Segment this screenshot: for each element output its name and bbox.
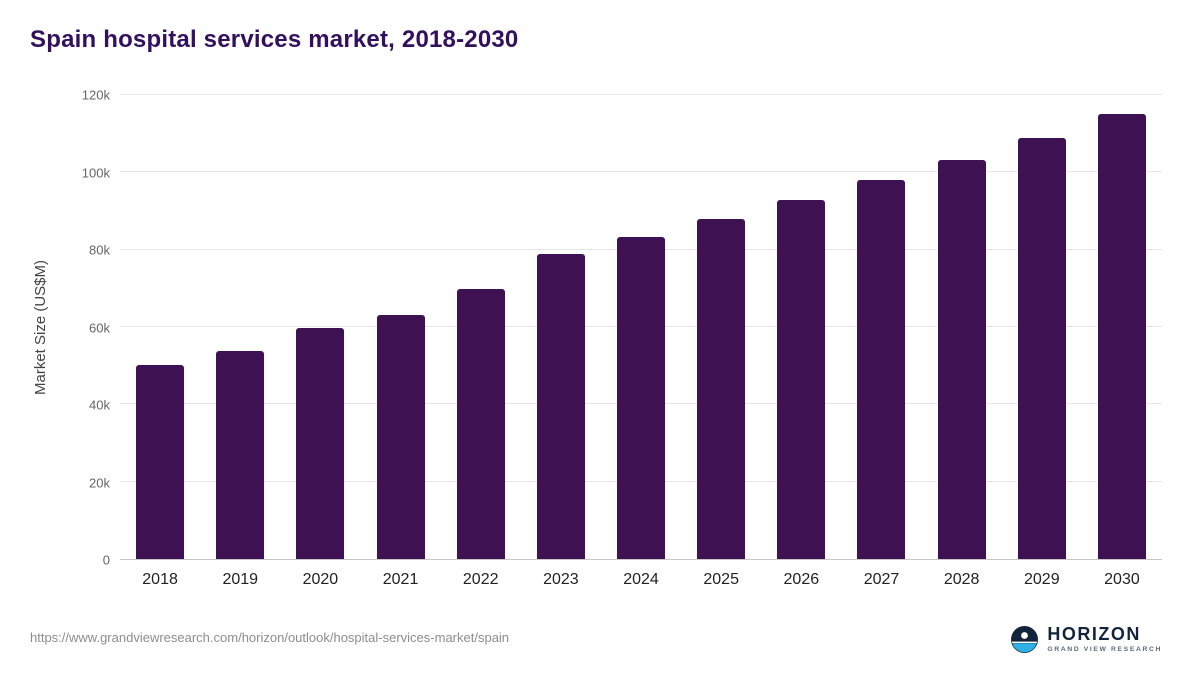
y-axis-title: Market Size (US$M) [30, 95, 52, 560]
gridline [120, 94, 1162, 95]
bars-container: 2018 2019 2020 2021 2022 2023 2024 2025 2026 2027… [120, 95, 1162, 588]
bar-slot: 2026 [761, 95, 841, 588]
x-tick-label: 2024 [623, 571, 659, 588]
y-axis-title-text: Market Size (US$M) [32, 259, 50, 396]
bar-2027[interactable] [857, 180, 906, 559]
bar-2025[interactable] [697, 218, 746, 559]
x-tick-label: 2023 [543, 571, 579, 588]
bar-slot: 2030 [1082, 95, 1162, 588]
source-url: https://www.grandviewresearch.com/horizo… [30, 630, 510, 645]
bar-2018[interactable] [136, 365, 185, 559]
bar-2029[interactable] [1017, 137, 1066, 559]
plot-area: 2018 2019 2020 2021 2022 2023 2024 2025 2026 2027… [120, 94, 1162, 588]
bar-2026[interactable] [777, 200, 826, 559]
bar-2022[interactable] [456, 289, 505, 559]
brand-title: HORIZON [1047, 624, 1141, 645]
y-tick-label: 80k [89, 242, 110, 258]
x-tick-label: 2027 [863, 571, 900, 588]
y-axis-labels: 0 20k 40k 60k 80k 100k 120k [52, 88, 110, 568]
y-tick-label: 40k [89, 397, 110, 413]
brand-logo: HORIZON GRAND VIEW RESEARCH [1011, 625, 1162, 653]
brand-subtitle: GRAND VIEW RESEARCH [1047, 646, 1162, 653]
bar-slot: 2024 [601, 95, 681, 588]
x-tick-label: 2021 [382, 571, 419, 588]
bar-slot: 2020 [280, 95, 360, 588]
y-tick-label: 0 [102, 552, 110, 568]
x-tick-label: 2029 [1024, 571, 1060, 588]
y-tick-label: 100k [81, 165, 110, 180]
y-tick-label: 60k [89, 320, 110, 335]
bar-slot: 2023 [521, 95, 601, 588]
bar-2030[interactable] [1097, 113, 1146, 559]
x-tick-label: 2020 [302, 571, 339, 588]
bar-2024[interactable] [617, 237, 666, 559]
x-tick-label: 2030 [1104, 571, 1140, 588]
bar-slot: 2018 [120, 95, 200, 588]
horizon-logo-icon [1011, 625, 1039, 653]
bar-slot: 2029 [1002, 95, 1082, 588]
x-tick-label: 2028 [943, 571, 980, 588]
x-tick-label: 2026 [783, 571, 820, 588]
bar-slot: 2025 [681, 95, 761, 588]
y-tick-label: 20k [89, 475, 110, 491]
bar-2019[interactable] [216, 350, 265, 559]
bar-2023[interactable] [536, 253, 585, 559]
y-tick-label: 120k [81, 87, 110, 103]
bar-2021[interactable] [376, 314, 425, 559]
bar-slot: 2019 [200, 95, 280, 588]
chart-title: Spain hospital services market, 2018-203… [30, 26, 519, 53]
bar-2028[interactable] [937, 159, 986, 559]
bar-2020[interactable] [296, 327, 345, 559]
bar-slot: 2028 [922, 95, 1002, 588]
bar-slot: 2021 [360, 95, 440, 588]
x-tick-label: 2025 [703, 571, 739, 588]
bar-slot: 2022 [441, 95, 521, 588]
x-tick-label: 2018 [142, 571, 178, 588]
x-tick-label: 2022 [462, 571, 499, 588]
bar-slot: 2027 [841, 95, 921, 588]
brand-text: HORIZON GRAND VIEW RESEARCH [1047, 625, 1162, 653]
gridline [120, 171, 1162, 173]
x-tick-label: 2019 [222, 571, 259, 588]
